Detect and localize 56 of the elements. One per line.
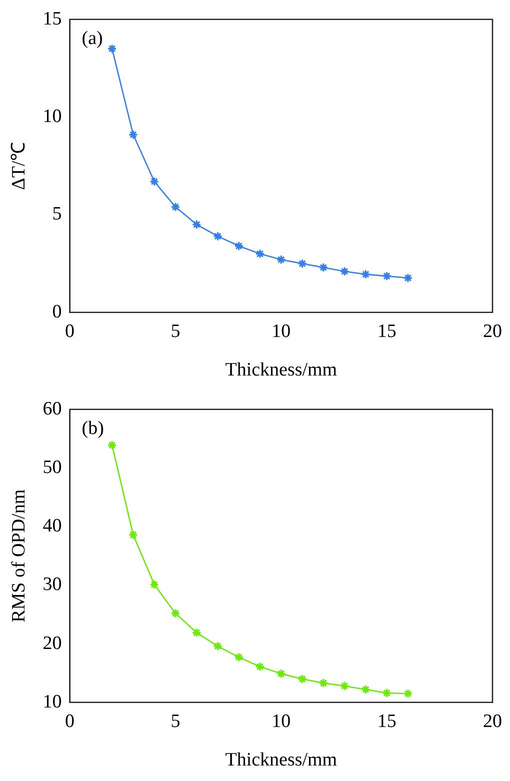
x-axis-title: Thickness/mm (225, 360, 338, 381)
point (255, 662, 265, 672)
y-tick-label: 10 (42, 106, 62, 128)
point (192, 628, 202, 638)
point (276, 254, 286, 264)
y-tick-label: 50 (42, 456, 62, 478)
x-tick-label: 15 (377, 320, 396, 342)
y-tick-label: 5 (52, 204, 62, 225)
point (107, 440, 117, 450)
point (340, 266, 350, 276)
point (170, 202, 180, 212)
x-tick-label: 20 (483, 320, 502, 342)
point (255, 249, 265, 259)
point (360, 684, 370, 694)
x-tick-label: 20 (483, 710, 502, 732)
point (382, 271, 392, 281)
point (192, 220, 202, 230)
point (212, 641, 223, 651)
x-tick-label: 10 (272, 710, 291, 732)
point (128, 530, 138, 540)
y-tick-label: 60 (42, 398, 62, 420)
point (276, 668, 286, 678)
point (150, 176, 160, 186)
x-tick-label: 5 (170, 710, 180, 732)
point (360, 270, 370, 280)
point (297, 258, 308, 268)
point (234, 241, 244, 251)
point (403, 688, 413, 698)
x-tick-label: 10 (272, 320, 291, 342)
y-tick-label: 15 (42, 8, 62, 30)
x-tick-label: 15 (377, 710, 396, 732)
point (297, 674, 308, 684)
annotation: (a) (82, 28, 103, 49)
point (150, 580, 160, 590)
y-axis-title: RMS of OPD/nm (8, 489, 30, 622)
y-tick-label: 30 (42, 574, 62, 596)
point (107, 44, 117, 54)
y-tick-label: 10 (42, 691, 62, 712)
y-axis-title: ΔT/℃ (8, 142, 30, 190)
y-tick-label: 20 (42, 632, 62, 654)
point (128, 130, 138, 140)
point (382, 688, 392, 698)
x-tick-label: 5 (170, 320, 180, 342)
point (234, 652, 244, 662)
point (318, 678, 328, 688)
x-tick-label: 0 (65, 320, 75, 342)
y-tick-label: 40 (42, 516, 62, 537)
point (403, 273, 413, 283)
point (170, 608, 180, 618)
y-tick-label: 0 (52, 301, 62, 322)
point (340, 681, 350, 691)
point (318, 262, 328, 272)
x-axis-title: Thickness/mm (225, 750, 338, 771)
point (212, 231, 223, 242)
x-tick-label: 0 (65, 710, 75, 732)
annotation: (b) (82, 418, 104, 439)
